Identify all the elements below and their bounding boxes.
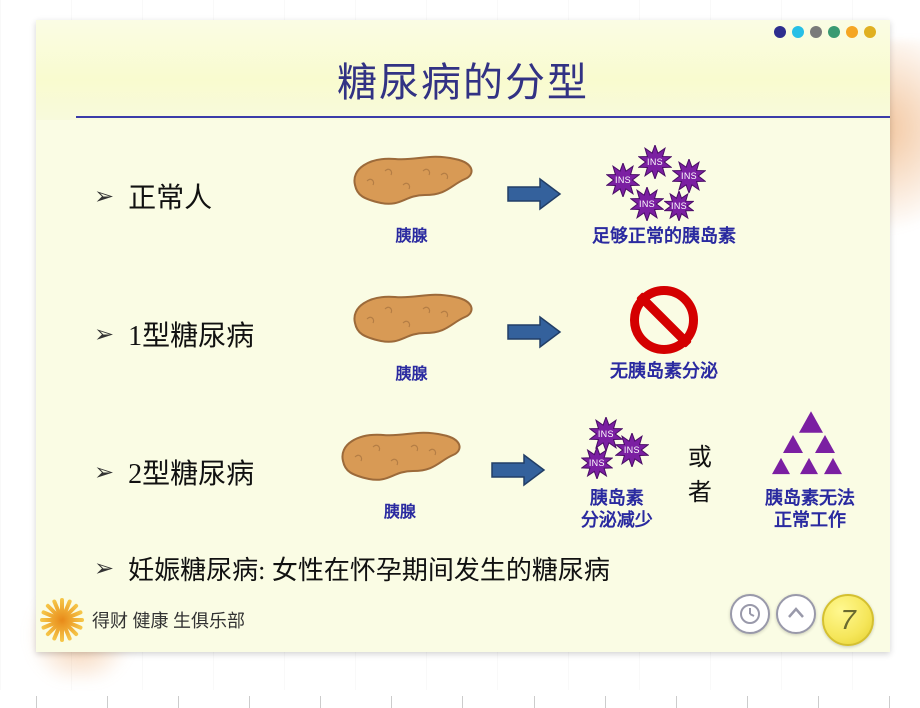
ins-label: INS [589,458,605,468]
arrow-right-icon [506,177,562,211]
pancreas-cell: 胰腺 [334,285,489,384]
triangle-icon [772,457,790,473]
insulin-cluster-few: INS INS INS [567,413,667,481]
result-caption-b: 胰岛素无法 正常工作 [750,487,870,532]
decor-dots [774,26,876,38]
insulin-cluster-full: INS INS INS INS INS [594,145,734,219]
result-type2-a: INS INS INS 胰岛素 分泌减少 [562,413,672,532]
slide-number: 7 [840,604,856,636]
row-type1: ➢ 1型糖尿病 胰腺 无胰岛素分泌 [94,274,870,394]
row-gestational: ➢ 妊娠糖尿病: 女性在怀孕期间发生的糖尿病 [94,550,870,587]
clock-icon [739,603,761,625]
result-normal: INS INS INS INS INS 足够正常的胰岛素 [579,145,749,248]
ins-label: INS [624,445,640,455]
title-underline [76,116,890,118]
insulin-star-icon: INS [672,159,706,193]
decor-dot [792,26,804,38]
caption-line: 胰岛素 [590,488,644,508]
result-caption: 无胰岛素分泌 [579,360,749,383]
ins-label: INS [639,199,655,209]
title-band: 糖尿病的分型 [36,20,890,120]
or-text: 或者 [688,437,734,507]
slide-nav: 7 [730,594,874,646]
ins-label: INS [647,157,663,167]
triangle-cluster [765,413,855,481]
result-type2-b: 胰岛素无法 正常工作 [750,413,870,532]
result-caption: 足够正常的胰岛素 [579,225,749,248]
insulin-star-icon: INS [615,433,649,467]
ins-label: INS [671,201,687,211]
bullet-arrow-icon: ➢ [94,458,114,487]
row-type2: ➢ 2型糖尿病 胰腺 INS INS INS 胰岛素 分泌减少 或者 [94,412,870,532]
decor-dot [828,26,840,38]
row-normal: ➢ 正常人 胰腺 INS INS INS INS INS 足够正常的胰岛素 [94,136,870,256]
triangle-icon [799,411,823,433]
pancreas-caption: 胰腺 [325,498,474,522]
bullet-arrow-icon: ➢ [94,182,114,211]
insulin-star-icon: INS [581,447,613,479]
decor-dot [810,26,822,38]
bullet-arrow-icon: ➢ [94,554,114,583]
no-entry-icon [630,286,698,354]
result-type1: 无胰岛素分泌 [579,286,749,383]
pancreas-icon [347,147,477,215]
decor-dot [846,26,858,38]
pancreas-icon [347,285,477,353]
caret-up-icon [785,603,807,625]
decor-dot [864,26,876,38]
arrow-right-icon [490,453,546,487]
nav-slide-number[interactable]: 7 [822,594,874,646]
triangle-icon [824,457,842,473]
arrow-cell [484,453,551,492]
ins-label: INS [681,171,697,181]
caption-line: 分泌减少 [581,510,653,530]
bullet-normal: ➢ 正常人 [94,176,324,216]
pancreas-caption: 胰腺 [334,360,489,384]
bottom-ticks [36,690,890,708]
result-caption-a: 胰岛素 分泌减少 [562,487,672,532]
footer-text: 得财 健康 生俱乐部 [92,607,245,633]
decor-dot [774,26,786,38]
bullet-type2: ➢ 2型糖尿病 [94,452,315,492]
footer-logo: 得财 健康 生俱乐部 [38,596,245,644]
caption-line: 正常工作 [774,510,846,530]
ins-label: INS [598,429,614,439]
nav-up-button[interactable] [776,594,816,634]
bullet-arrow-icon: ➢ [94,320,114,349]
ins-label: INS [615,175,631,185]
triangle-icon [800,457,818,473]
insulin-star-icon: INS [630,187,664,221]
triangle-icon [815,435,835,453]
bullet-text: 1型糖尿病 [128,314,254,354]
triangle-icon [783,435,803,453]
pancreas-cell: 胰腺 [334,147,489,246]
arrow-right-icon [506,315,562,349]
nav-prev-button[interactable] [730,594,770,634]
pancreas-icon [335,423,465,491]
insulin-star-icon: INS [664,191,694,221]
content-area: ➢ 正常人 胰腺 INS INS INS INS INS 足够正常的胰岛素 [94,136,870,587]
pancreas-cell: 胰腺 [325,423,474,522]
bullet-text: 妊娠糖尿病: 女性在怀孕期间发生的糖尿病 [128,550,610,587]
caption-line: 胰岛素无法 [765,488,855,508]
arrow-cell [499,177,569,216]
slide-title: 糖尿病的分型 [36,50,890,108]
bullet-type1: ➢ 1型糖尿病 [94,314,324,354]
bullet-text: 正常人 [128,176,212,216]
bullet-text: 2型糖尿病 [128,452,254,492]
pancreas-caption: 胰腺 [334,222,489,246]
insulin-star-icon: INS [638,145,672,179]
slide: 糖尿病的分型 ➢ 正常人 胰腺 INS INS INS INS INS 足够 [36,20,890,652]
arrow-cell [499,315,569,354]
flower-icon [38,596,86,644]
